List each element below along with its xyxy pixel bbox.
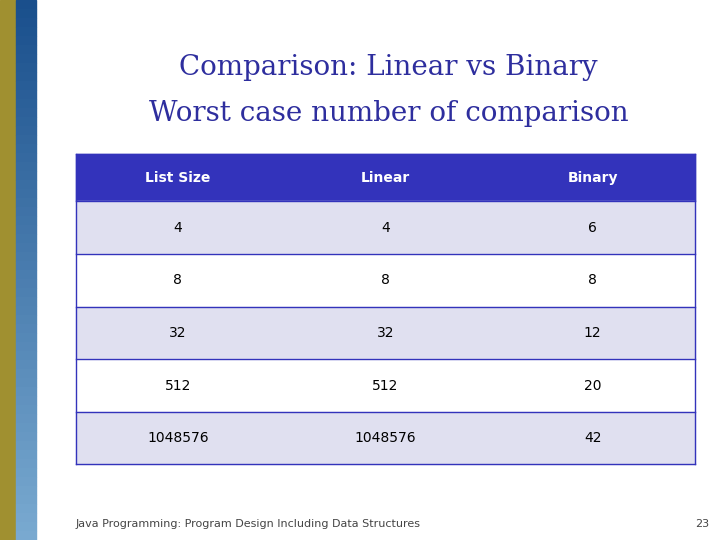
Text: 8: 8 [174,273,182,287]
Text: 8: 8 [588,273,597,287]
Bar [16,522,36,531]
Bar [16,18,36,27]
Bar [16,378,36,387]
Text: 4: 4 [174,221,182,235]
Text: 20: 20 [584,379,601,393]
Bar [16,27,36,36]
Bar [16,207,36,216]
Text: 42: 42 [584,431,601,445]
Bar [16,36,36,45]
Bar [16,81,36,90]
Text: Comparison: Linear vs Binary: Comparison: Linear vs Binary [179,54,598,81]
Bar [16,234,36,243]
Bar [76,254,695,307]
Bar [16,153,36,162]
Bar [76,412,695,464]
Bar [16,180,36,189]
Bar [16,135,36,144]
Text: 32: 32 [377,326,394,340]
Bar [16,369,36,378]
Bar [16,243,36,252]
Bar [16,9,36,18]
Bar [16,351,36,360]
Bar [16,423,36,432]
Bar [16,333,36,342]
Bar [16,387,36,396]
Bar [16,252,36,261]
Bar [16,441,36,450]
Bar [16,144,36,153]
Bar [16,162,36,171]
Text: 23: 23 [695,519,709,529]
Bar [16,216,36,225]
Text: Binary: Binary [567,171,618,185]
Bar [16,495,36,504]
Bar [16,45,36,54]
Bar [16,477,36,486]
Bar [16,63,36,72]
Text: Linear: Linear [361,171,410,185]
Bar [16,297,36,306]
Text: 12: 12 [584,326,601,340]
Bar [16,342,36,351]
Bar [16,459,36,468]
Bar [16,288,36,297]
Text: 6: 6 [588,221,597,235]
Bar [16,396,36,405]
Bar [16,189,36,198]
Bar [16,0,36,9]
Bar [16,414,36,423]
Bar [16,432,36,441]
Text: 32: 32 [169,326,186,340]
Bar [16,90,36,99]
Bar [16,270,36,279]
Text: 512: 512 [165,379,191,393]
Text: Worst case number of comparison: Worst case number of comparison [149,100,629,127]
Bar [16,504,36,513]
Bar [16,225,36,234]
Bar [16,306,36,315]
Bar [0,0,16,540]
Text: Java Programming: Program Design Including Data Structures: Java Programming: Program Design Includi… [76,519,420,529]
Text: 8: 8 [381,273,390,287]
Bar [16,468,36,477]
Text: List Size: List Size [145,171,210,185]
Bar [16,198,36,207]
Bar [76,201,695,254]
Text: 4: 4 [381,221,390,235]
Bar [76,359,695,412]
Bar [16,513,36,522]
Bar [76,307,695,359]
Bar [16,72,36,81]
Bar [16,315,36,324]
Bar [16,54,36,63]
Bar [76,154,695,201]
Bar [16,531,36,540]
Bar [16,450,36,459]
Bar [16,171,36,180]
Bar [16,324,36,333]
Bar [16,486,36,495]
Bar [16,117,36,126]
Text: 1048576: 1048576 [354,431,416,445]
Bar [16,126,36,135]
Bar [16,99,36,108]
Text: 1048576: 1048576 [147,431,209,445]
Bar [16,279,36,288]
Bar [16,360,36,369]
Bar [16,405,36,414]
Text: 512: 512 [372,379,398,393]
Bar [16,108,36,117]
Bar [16,261,36,270]
